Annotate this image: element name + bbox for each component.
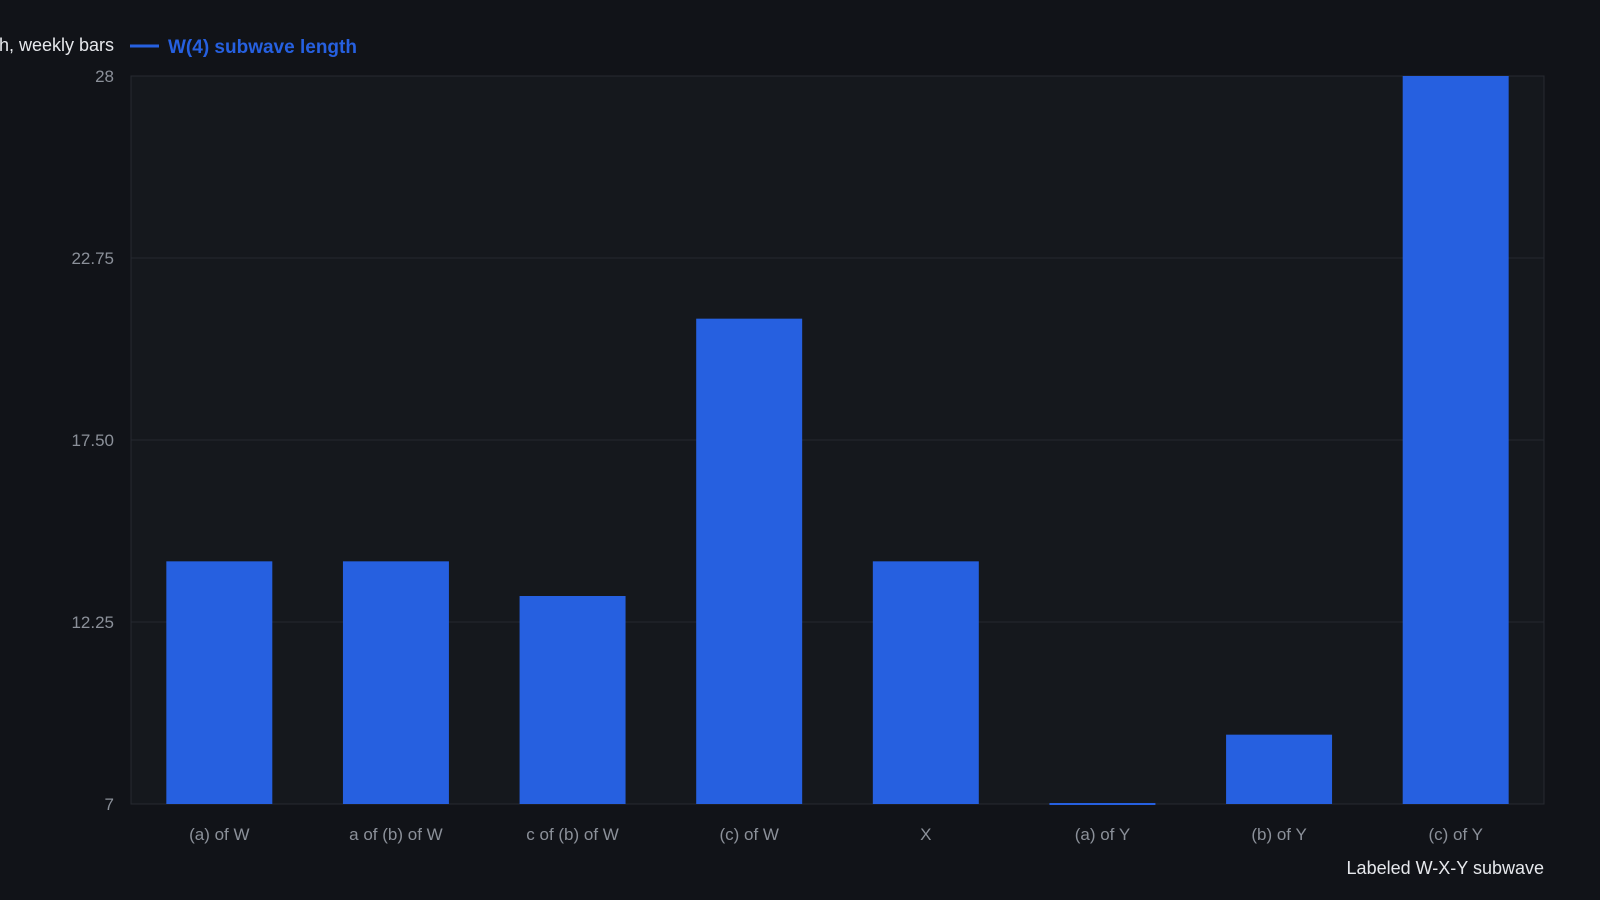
bar bbox=[166, 561, 273, 804]
legend-series-name: W(4) subwave length bbox=[168, 37, 357, 58]
x-tick-label: (c) of Y bbox=[1428, 825, 1482, 844]
x-tick-label: X bbox=[920, 825, 931, 844]
bar bbox=[696, 318, 803, 804]
y-tick-label: 17.50 bbox=[71, 431, 114, 450]
x-tick-label: (c) of W bbox=[719, 825, 779, 844]
x-tick-label: (a) of W bbox=[189, 825, 249, 844]
bar bbox=[342, 561, 449, 804]
y-axis-label: Wave length, weekly bars bbox=[0, 35, 114, 55]
x-tick-label: (b) of Y bbox=[1251, 825, 1306, 844]
bars bbox=[166, 76, 1509, 805]
y-tick-label: 7 bbox=[105, 795, 114, 814]
bar bbox=[1226, 734, 1333, 804]
x-tick-label: c of (b) of W bbox=[526, 825, 619, 844]
x-tick-label: a of (b) of W bbox=[349, 825, 443, 844]
y-tick-label: 28 bbox=[95, 67, 114, 86]
bar bbox=[1402, 76, 1509, 804]
y-axis-ticks: 7 12.25 17.50 22.75 28 bbox=[71, 67, 114, 814]
legend: W(4) subwave length bbox=[130, 37, 357, 58]
bar bbox=[1049, 803, 1156, 805]
y-tick-label: 12.25 bbox=[71, 613, 114, 632]
bar bbox=[872, 561, 979, 804]
y-tick-label: 22.75 bbox=[71, 249, 114, 268]
x-tick-label: (a) of Y bbox=[1075, 825, 1130, 844]
bar bbox=[519, 596, 626, 804]
x-axis-ticks: (a) of W a of (b) of W c of (b) of W (c) of… bbox=[189, 825, 1483, 844]
x-axis-label: Labeled W-X-Y subwave bbox=[1347, 858, 1544, 878]
